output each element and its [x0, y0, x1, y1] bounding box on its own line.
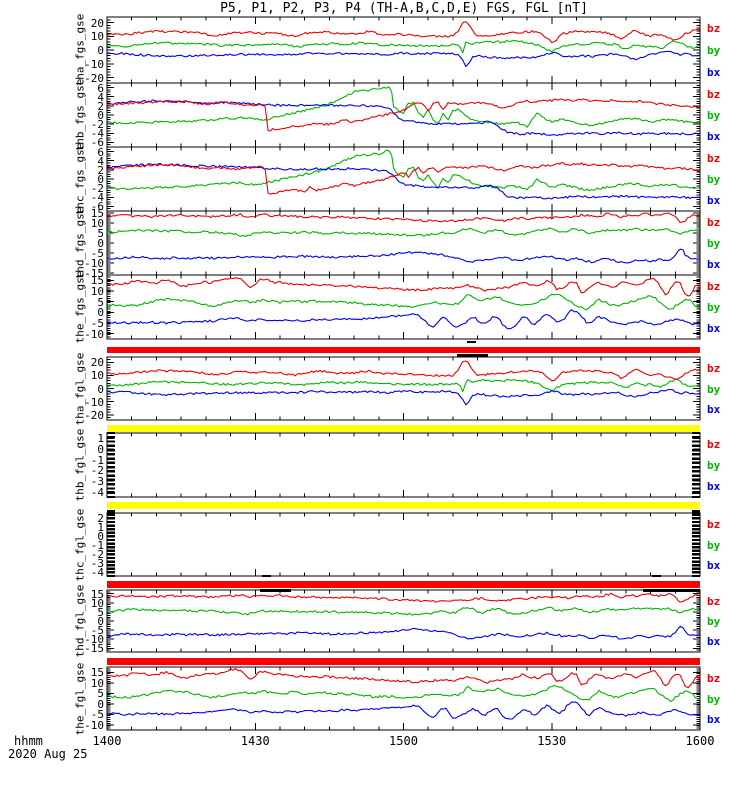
trace-bx	[106, 388, 701, 406]
trace-by	[106, 378, 701, 393]
trace-bx	[106, 99, 701, 136]
quality-bar-gap-segment	[643, 589, 700, 592]
trace-bz	[106, 592, 701, 603]
trace-bz	[106, 21, 701, 44]
panel-border	[106, 589, 701, 653]
plot-title: P5, P1, P2, P3, P4 (TH-A,B,C,D,E) FGS, F…	[220, 1, 588, 16]
quality-bar-gap-segment	[457, 354, 488, 357]
trace-bx	[106, 248, 701, 264]
panel-thc_fgl_gse	[106, 510, 701, 578]
panel-thb_fgl_gse	[106, 431, 701, 499]
quality-bar-dash	[652, 575, 661, 577]
trace-bx	[106, 163, 700, 200]
trace-bx	[106, 50, 701, 68]
trace-by	[106, 606, 701, 616]
trace-by	[106, 293, 701, 311]
trace-bz	[106, 98, 701, 132]
panel-thd_fgl_gse	[106, 589, 701, 653]
panel-thc_fgs_gse	[106, 146, 701, 212]
quality-bar	[107, 502, 700, 509]
trace-bz	[106, 667, 701, 689]
trace-by	[106, 684, 701, 703]
panel-border	[106, 356, 701, 421]
trace-bx	[106, 625, 701, 640]
panel-tha_fgs_gse	[106, 16, 701, 84]
trace-by	[106, 227, 701, 238]
panel-border	[106, 512, 701, 577]
panel-border	[106, 82, 701, 148]
panel-thb_fgs_gse	[106, 82, 701, 148]
panel-border	[106, 666, 701, 731]
panel-border	[106, 146, 701, 212]
trace-bx	[106, 309, 701, 330]
quality-bar-dash	[467, 341, 476, 343]
panel-border	[106, 16, 701, 84]
panel-border	[106, 432, 701, 498]
trace-by	[106, 149, 701, 192]
panel-tha_fgl_gse	[106, 356, 701, 421]
panel-the_fgl_gse	[106, 666, 701, 731]
trace-bz	[106, 360, 701, 382]
panel-border	[106, 274, 701, 340]
quality-bar-dash	[262, 575, 271, 577]
trace-by	[106, 40, 701, 54]
quality-bar	[107, 425, 700, 432]
panel-border	[106, 210, 701, 276]
trace-bz	[106, 161, 701, 195]
trace-bx	[106, 701, 701, 720]
trace-by	[106, 86, 701, 128]
quality-bar	[107, 581, 700, 588]
xaxis-date-label: 2020 Aug 25	[8, 747, 88, 761]
panel-the_fgs_gse	[106, 274, 701, 340]
xaxis-unit-label: hhmm	[14, 734, 43, 748]
trace-bz	[106, 212, 701, 224]
quality-bar-gap-segment	[260, 589, 291, 592]
trace-bz	[106, 277, 701, 297]
quality-bar	[107, 658, 700, 665]
quality-bar	[107, 347, 700, 353]
panel-thd_fgs_gse	[106, 210, 701, 276]
